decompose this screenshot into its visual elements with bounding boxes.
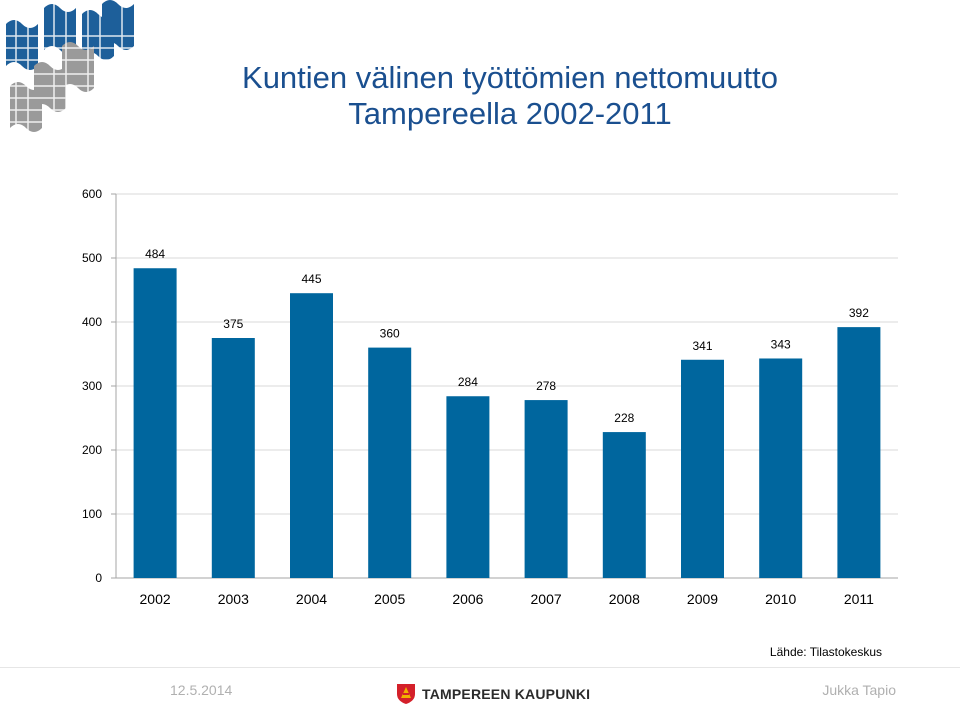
data-label-2003: 375	[223, 317, 243, 331]
bar-2002	[133, 268, 177, 578]
x-tick-label-2003: 2003	[218, 591, 249, 607]
data-label-2009: 341	[692, 339, 712, 353]
bar-2010	[759, 358, 803, 578]
footer-author: Jukka Tapio	[822, 682, 896, 698]
footer-brand: TAMPEREEN KAUPUNKI	[396, 683, 590, 705]
bar-2009	[681, 359, 724, 578]
source-note: Lähde: Tilastokeskus	[769, 645, 882, 659]
y-tick-label: 400	[82, 315, 102, 329]
x-tick-label-2006: 2006	[452, 591, 483, 607]
y-tick-label: 0	[95, 571, 102, 585]
x-tick-label-2011: 2011	[844, 591, 874, 607]
y-tick-label: 300	[82, 379, 102, 393]
bar-2007	[524, 400, 568, 578]
data-label-2004: 445	[301, 272, 321, 286]
bar-2004	[290, 293, 333, 578]
chart-title-line-2: Tampereella 2002-2011	[348, 96, 672, 131]
footer-date: 12.5.2014	[170, 682, 233, 698]
footer-divider	[0, 667, 960, 668]
data-label-2011: 392	[849, 306, 869, 320]
data-label-2002: 484	[145, 247, 165, 261]
x-tick-label-2009: 2009	[687, 591, 718, 607]
y-tick-label: 600	[82, 187, 102, 201]
x-tick-label-2007: 2007	[531, 591, 562, 607]
bar-2008	[602, 432, 646, 578]
chart-title-line-1: Kuntien välinen työttömien nettomuutto	[242, 60, 778, 95]
data-label-2010: 343	[771, 337, 791, 351]
bar-2011	[837, 327, 881, 578]
bar-2005	[368, 347, 412, 578]
y-tick-label: 100	[82, 507, 102, 521]
y-tick-label: 200	[82, 443, 102, 457]
x-tick-label-2002: 2002	[140, 591, 171, 607]
bar-2003	[211, 338, 255, 578]
tampere-pattern-logo	[6, 0, 134, 150]
x-tick-label-2004: 2004	[296, 591, 327, 607]
data-label-2005: 360	[380, 327, 400, 341]
chart-title: Kuntien välinen työttömien nettomuutto T…	[150, 60, 870, 132]
data-label-2006: 284	[458, 375, 478, 389]
x-tick-label-2008: 2008	[609, 591, 640, 607]
x-tick-label-2005: 2005	[374, 591, 405, 607]
data-label-2007: 278	[536, 379, 556, 393]
tampere-coat-of-arms-icon	[397, 684, 415, 704]
x-tick-label-2010: 2010	[765, 591, 796, 607]
footer-brand-name: TAMPEREEN KAUPUNKI	[422, 686, 591, 702]
bar-2006	[446, 396, 490, 578]
y-tick-label: 500	[82, 251, 102, 265]
data-label-2008: 228	[614, 411, 634, 425]
bar-chart: 0 100 200 300 400 500 600 484 2002 375 2003 445 200…	[82, 187, 898, 607]
